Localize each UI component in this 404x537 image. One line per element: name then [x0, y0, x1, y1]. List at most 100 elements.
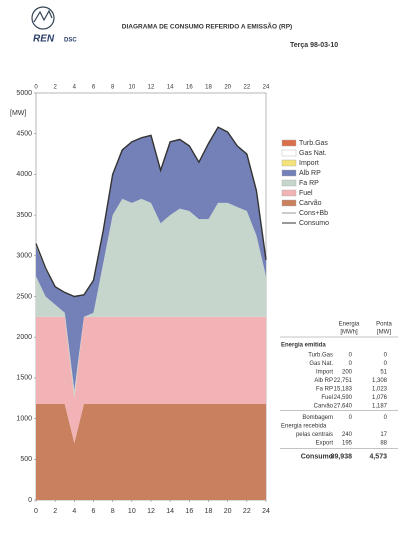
logo: [31, 6, 55, 30]
y-axis-label: [MW]: [10, 110, 26, 117]
table-cell: 88: [380, 441, 387, 447]
x-tick-label: 22: [243, 508, 251, 515]
x-tick-label-top: 2: [53, 85, 57, 91]
unit: DSC: [64, 38, 77, 44]
table-cell: 24,590: [334, 395, 353, 401]
table-header: [MWh]: [340, 330, 358, 336]
legend-label: Carvão: [299, 200, 322, 207]
x-tick-label-top: 22: [243, 85, 250, 91]
y-tick-label: 500: [20, 456, 32, 463]
x-tick-label-top: 4: [73, 85, 77, 91]
x-tick-label-top: 16: [186, 85, 193, 91]
y-tick-label: 4000: [16, 171, 32, 178]
legend-label: Import: [299, 160, 319, 167]
x-tick-label: 24: [262, 508, 270, 515]
legend-swatch: [281, 179, 297, 187]
x-tick-label-top: 18: [205, 85, 212, 91]
area: [36, 127, 266, 391]
table-cell: 1,076: [372, 395, 388, 401]
table-cell: 0: [384, 353, 388, 359]
table-cell: Export: [316, 441, 334, 447]
table-cell: Fa RP: [316, 387, 333, 393]
table-cell: pelas centrais: [296, 432, 333, 438]
legend-label: Consumo: [299, 220, 329, 227]
table-cell: Carvão: [314, 404, 334, 410]
x-tick-label-top: 14: [167, 85, 174, 91]
chart: 0500100015002000250030003500400045005000…: [16, 85, 270, 515]
table-cell: Alb RP: [314, 378, 333, 384]
table-cell: 15,183: [334, 387, 353, 393]
area: [36, 198, 266, 399]
y-tick-label: 4500: [16, 131, 32, 138]
table-cell: 0: [384, 361, 388, 367]
x-tick-label: 20: [224, 508, 232, 515]
table-cell: 1,308: [372, 378, 388, 384]
table-header: Energia: [339, 322, 360, 328]
table-cell: Import: [316, 370, 333, 376]
x-tick-label-top: 10: [128, 85, 135, 91]
legend-swatch: [281, 189, 297, 197]
legend-swatch: [281, 149, 297, 157]
y-tick-label: 0: [28, 497, 32, 504]
table-cell: 200: [342, 370, 353, 376]
table-cell: 1,187: [372, 404, 388, 410]
area: [36, 316, 266, 444]
x-tick-label: 2: [53, 508, 57, 515]
x-tick-label: 12: [147, 508, 155, 515]
legend: Turb.Gas Gas Nat. Import Alb RP Fa RP Fuel Car…: [281, 139, 329, 227]
table-cell: 27,640: [334, 404, 353, 410]
table-section: Energia emitida: [281, 343, 326, 349]
table-cell: 0: [384, 415, 388, 421]
title: DIAGRAMA DE CONSUMO REFERIDO A EMISSÃO (…: [122, 22, 292, 31]
y-tick-label: 5000: [16, 90, 32, 97]
y-tick-label: 3000: [16, 253, 32, 260]
x-tick-label: 6: [92, 508, 96, 515]
date: Terça 98-03-10: [290, 42, 338, 49]
legend-swatch: [281, 199, 297, 207]
legend-swatch: [281, 139, 297, 147]
table-cell: 0: [349, 361, 353, 367]
table-total: Consumo: [301, 453, 333, 460]
table-cell: 0: [349, 415, 353, 421]
table-header: [MW]: [377, 330, 391, 336]
table-total: 4,573: [369, 453, 387, 460]
legend-label: Alb RP: [299, 170, 321, 177]
table-total: 89,938: [331, 453, 353, 460]
table-cell: 240: [342, 432, 353, 438]
table-cell: Fuel: [321, 395, 333, 401]
x-tick-label: 10: [128, 508, 136, 515]
legend-swatch: [281, 159, 297, 167]
x-tick-label: 8: [111, 508, 115, 515]
table-cell: 195: [342, 441, 353, 447]
legend-swatch: [281, 169, 297, 177]
legend-label: Turb.Gas: [299, 140, 328, 147]
x-tick-label: 0: [34, 508, 38, 515]
table-header: Ponta: [376, 322, 392, 328]
x-tick-label: 18: [205, 508, 213, 515]
table-cell: 17: [380, 432, 387, 438]
x-tick-label: 16: [185, 508, 193, 515]
y-tick-label: 3500: [16, 212, 32, 219]
y-tick-label: 1500: [16, 375, 32, 382]
x-tick-label-top: 0: [34, 85, 38, 91]
x-tick-label-top: 24: [263, 85, 270, 91]
y-tick-label: 2000: [16, 334, 32, 341]
table-cell: Gas Nat.: [309, 361, 333, 367]
table-cell: 1,023: [372, 387, 388, 393]
line: [35, 126, 267, 298]
area: [36, 403, 266, 500]
x-tick-label: 14: [166, 508, 174, 515]
logo-text: REN: [33, 34, 55, 45]
x-tick-label-top: 6: [92, 85, 96, 91]
table-cell: Energia recebida: [281, 424, 327, 430]
legend-label: Fuel: [299, 190, 313, 197]
x-tick-label-top: 12: [148, 85, 155, 91]
table-cell: Bombagem: [302, 415, 333, 421]
table-cell: 51: [380, 370, 387, 376]
legend-label: Cons+Bb: [299, 210, 328, 217]
y-tick-label: 1000: [16, 415, 32, 422]
x-tick-label-top: 20: [224, 85, 231, 91]
x-tick-label-top: 8: [111, 85, 115, 91]
x-tick-label: 4: [72, 508, 76, 515]
table-cell: 22,751: [334, 378, 353, 384]
